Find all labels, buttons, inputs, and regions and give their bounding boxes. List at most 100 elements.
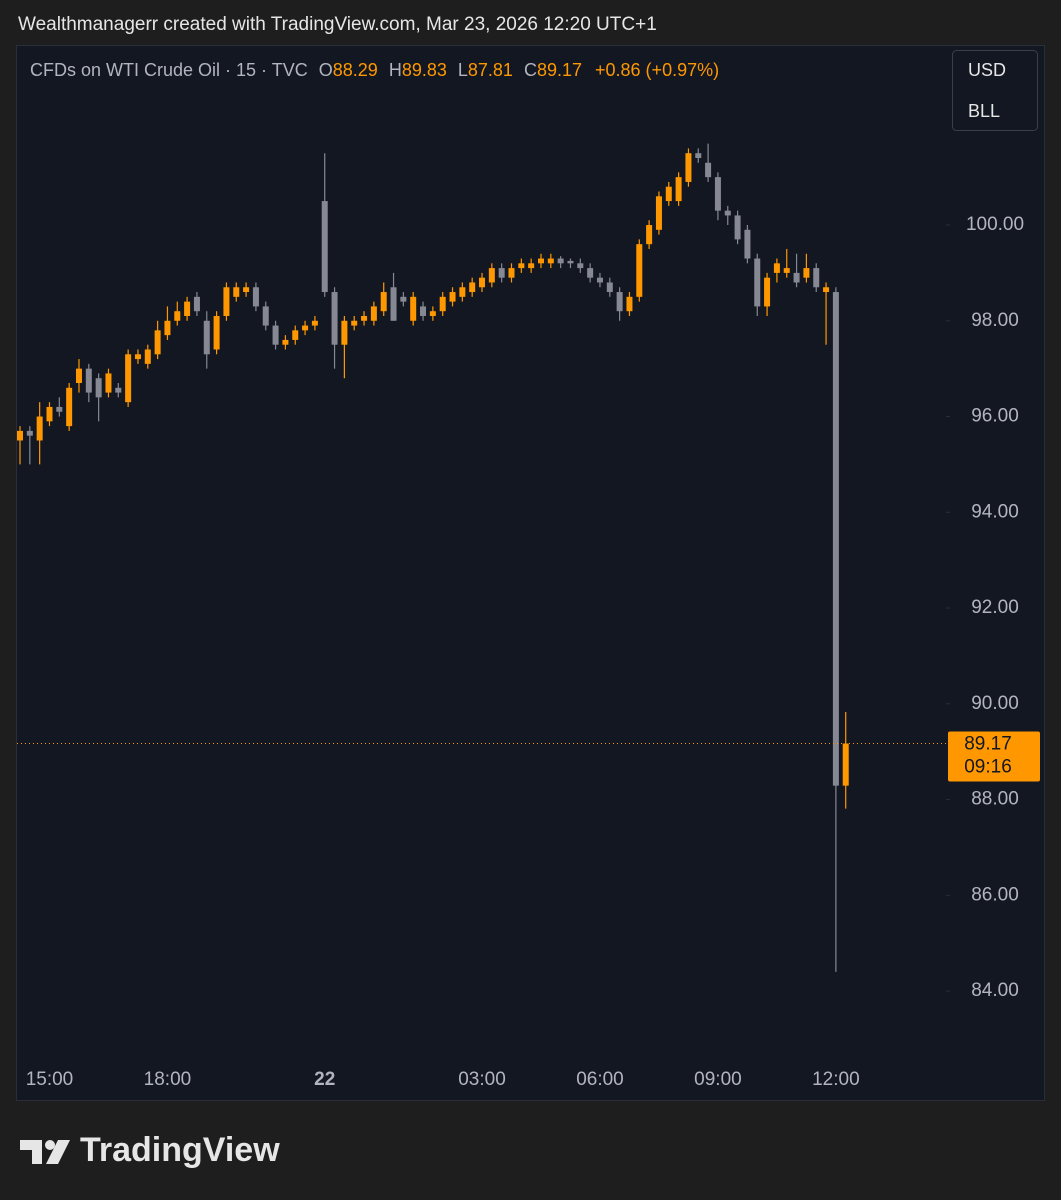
candle-body [134,354,141,360]
candle-body [252,287,259,307]
y-tick-label: 92.00 [971,597,1019,618]
candle-body [577,263,584,269]
last-price-box [948,731,1040,782]
candle-body [282,339,289,345]
candle-body [724,210,731,216]
legend-value: 87.81 [468,60,513,80]
unit-box[interactable] [952,50,1038,131]
candle-body [154,330,161,355]
candle-body [469,282,476,293]
candle-body [341,320,348,345]
candle-body [144,349,151,364]
candle-body [567,260,574,264]
candle-body [439,296,446,312]
candle-body [17,430,23,441]
y-tick-label: 88.00 [971,789,1019,810]
candle-body [459,287,466,297]
candle-body [587,268,594,278]
candle-body [528,263,535,269]
x-tick-label: 09:00 [694,1069,742,1090]
candle-body [783,268,790,273]
candle-body [203,320,210,355]
legend-label: O [319,60,333,80]
candle-body [243,287,250,293]
candle-body [518,263,525,269]
x-tick-label: 18:00 [144,1069,192,1090]
candle-body [410,296,417,321]
y-tick-label: 94.00 [971,501,1019,522]
candle-body [675,177,682,202]
candle-body [95,378,102,398]
candle-body [429,311,436,316]
countdown: 09:16 [964,757,1012,778]
candle-body [66,387,73,427]
candle-body [174,311,181,321]
candle-body [390,287,397,321]
plot: 84.00 86.00 88.00 90.00 92.00 94.00 96.00 98.00… [17,143,1040,1090]
last-price-label: 89.17 [964,734,1012,755]
legend-label: H [389,60,402,80]
brand-logo [20,1140,70,1164]
y-tick-label: 100.00 [966,214,1024,235]
candle-body [193,296,200,312]
legend: CFDs on WTI Crude Oil · 15 · TVC O88.29 … [30,60,719,80]
candle-body [813,268,820,288]
candle-body [832,292,839,786]
candle-body [626,296,633,312]
candle-body [842,743,849,786]
candle-body [36,416,43,441]
candle-body [734,215,741,240]
candle-body [331,292,338,345]
y-tick-label: 84.00 [971,980,1019,1001]
y-tick-label: 90.00 [971,693,1019,714]
candle-body [292,330,299,340]
unit: BLL [968,101,1000,121]
candle-body [449,292,456,302]
candle-body [85,368,92,393]
candle-body [164,320,171,336]
candle-body [321,201,328,293]
legend-value: 89.17 [537,60,582,80]
candle-body [26,430,33,436]
candle-body [793,272,800,283]
chart-title: Wealthmanagerr created with TradingView.… [18,14,657,35]
candle-body [606,282,613,293]
candle-body [105,373,112,393]
x-tick-label: 06:00 [576,1069,624,1090]
candle-body [655,196,662,230]
candle-body [400,296,407,302]
candle-body [508,268,515,278]
candle-body [764,277,771,307]
y-tick-label: 98.00 [971,310,1019,331]
candle-body [714,177,721,211]
candle-body [685,153,692,182]
candle-body [420,306,427,316]
currency: USD [968,60,1006,80]
candle-body [361,315,368,321]
x-tick-label: 22 [314,1069,335,1090]
candle-body [272,325,279,345]
candle-body [557,258,564,264]
brand: TradingView [80,1131,280,1169]
legend-label: C [524,60,537,80]
candle-body [744,229,751,259]
candle-body [665,186,672,202]
chart-panel [16,45,1045,1101]
candle-body [46,406,53,422]
candle-body [213,315,220,350]
candle-body [351,320,358,326]
candle-body [537,258,544,264]
candle-body [823,287,830,293]
candle-body [184,301,191,316]
candle-body [380,292,387,312]
x-tick-label: 03:00 [458,1069,506,1090]
candle-body [596,277,603,283]
candle-body [695,153,702,158]
candle-body [803,268,810,278]
candle-body [616,292,623,312]
x-tick-label: 15:00 [26,1069,74,1090]
candle-body [636,244,643,297]
legend-label: L [458,60,468,80]
